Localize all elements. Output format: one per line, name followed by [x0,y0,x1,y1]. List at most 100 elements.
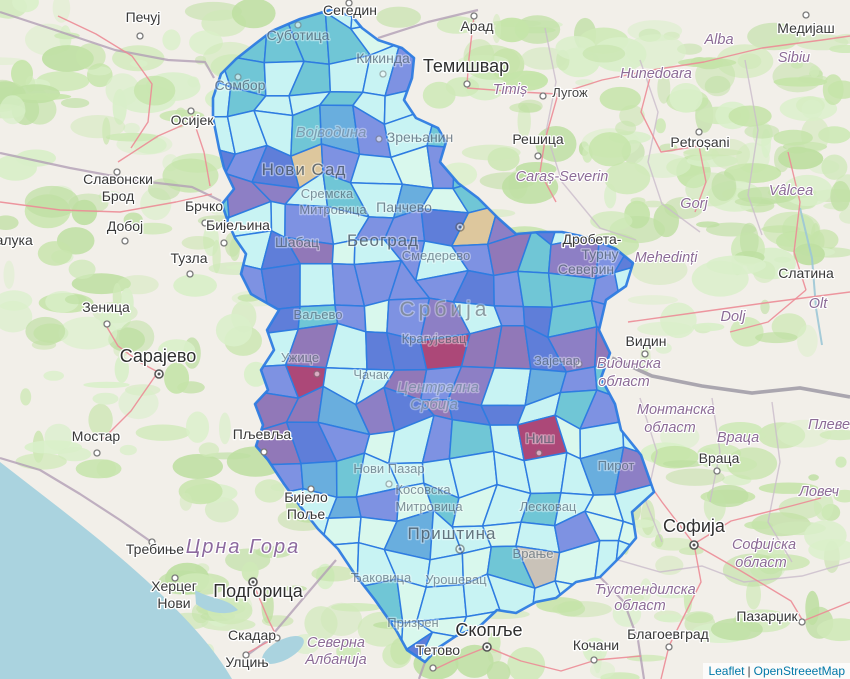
town-marker [294,21,302,29]
map-label: Турну [581,246,618,262]
municipality-polygon[interactable] [363,299,390,334]
map-label: Зрењанин [387,129,453,145]
map-label: Ђаковица [351,570,412,585]
town-marker [201,219,209,227]
town-marker [535,449,543,457]
map-label: Сомбор [215,77,266,93]
map-label: Поље [287,506,326,522]
attribution-separator: | [747,664,751,678]
map-label: Крагујевац [402,331,467,346]
map-label: Gorj [680,196,708,212]
town-marker [641,350,649,358]
map-label: Требиње [126,541,184,557]
map-label: Ужице [281,350,319,365]
town-marker [379,70,387,78]
map-label: Слатина [778,265,834,281]
map-label: Враца [717,430,759,446]
map-label: Косовска [395,482,451,497]
map-label: Брод [102,188,135,204]
town-marker [534,152,542,160]
map-label: Сремска [301,186,354,201]
map-label: Petroșani [670,134,729,150]
map-label: Урошевац [425,572,487,587]
map-label: Осијек [171,112,215,128]
map-label: Нови Пазар [353,461,424,476]
map-label: Зајечар [534,353,580,368]
town-marker [187,107,195,115]
map-label: Ниш [525,430,554,446]
map-label: Решица [512,131,564,147]
town-marker [375,135,383,143]
map-label: Бијело [284,489,328,505]
water-layer [0,207,823,679]
map-label: Кочани [573,637,619,653]
map-label: Тузла [171,250,208,266]
municipality-polygon[interactable] [299,262,336,308]
map-label: Бијељина [206,217,270,233]
map-label: Сарајево [120,346,197,366]
map-label: Србија [400,298,491,321]
municipality-polygon[interactable] [523,451,568,495]
map-label: Лесковац [520,499,577,514]
town-marker [93,449,101,457]
map-label: Суботица [267,27,330,43]
map-label: Мостар [72,428,121,444]
map-label: Скадар [228,627,276,643]
map-label: Северна [307,635,365,651]
map-label: Црна Гора [186,536,300,558]
map-label: Пирот [598,458,635,473]
capital-marker [455,544,465,554]
map-label: Призрен [387,615,438,630]
road-network [0,15,850,679]
town-marker [345,0,353,7]
town-marker [186,270,194,278]
map-label: Mehedinți [635,250,699,266]
capital-marker [689,540,699,550]
map-label: Шабац [275,234,319,250]
map-label: Славонски [83,171,153,187]
town-marker [148,538,156,546]
town-marker [136,32,144,40]
town-marker [713,467,721,475]
map-label: Зеница [82,299,130,315]
map-label: Приштина [408,524,497,543]
map-label: Београд [347,231,419,250]
town-marker [798,618,806,626]
town-marker [575,360,583,368]
map-label: Централна [397,379,479,396]
map-label: област [644,420,695,436]
map-label: Дробета- [563,231,622,247]
map-label: Улцињ [225,654,268,670]
map-label: Враца [699,450,740,466]
map-label: Софијска [732,537,796,553]
osm-link[interactable]: OpenStreeetMap [753,664,845,678]
town-marker [307,485,315,493]
capital-marker [248,577,258,587]
leaflet-link[interactable]: Leaflet [708,664,745,678]
map-label: Северин [558,261,614,277]
town-marker [665,643,673,651]
map-label: Пљевља [233,426,292,442]
municipality-polygon[interactable] [517,270,554,308]
map-label: Сегедин [323,2,377,18]
capital-marker [455,222,465,232]
serbia-outline[interactable] [211,8,656,664]
map-label: Dolj [721,309,747,325]
map-label: Olt [809,296,829,312]
town-marker [242,651,250,659]
map-label: Медијаш [777,20,834,36]
map-label: Скопље [455,620,522,640]
map-label: Митровица [395,499,463,514]
map-label: Арад [460,18,493,34]
map-label: Timiș [493,82,528,98]
map-label: Кикинда [356,50,410,66]
map-label: Alba [703,32,733,48]
map-label: област [614,598,665,614]
map-label: Брчко [185,198,223,214]
map-label: Пазарџик [736,608,798,624]
town-marker [103,320,111,328]
town-marker [590,656,598,664]
